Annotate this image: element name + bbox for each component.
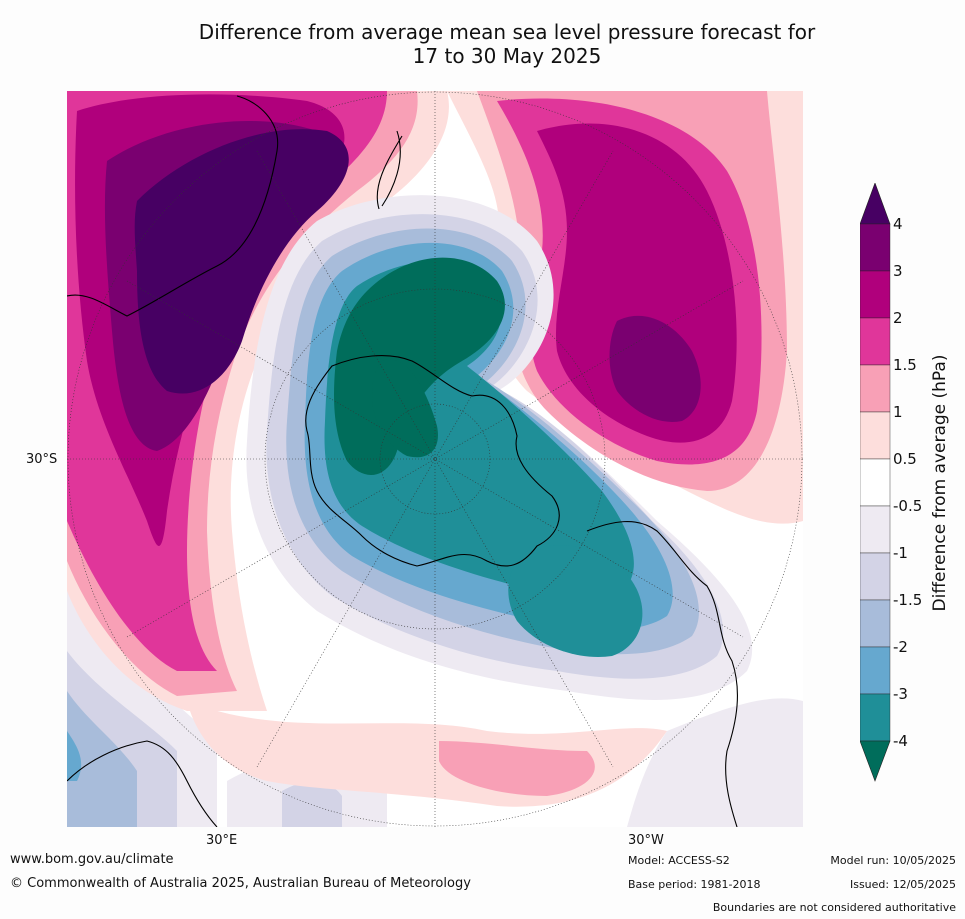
colorbar-label: Difference from average (hPa) — [930, 354, 950, 612]
colorbar-bin-3-4 — [860, 223, 891, 272]
colorbar-under-arrow — [860, 740, 891, 782]
footer-copyright: © Commonwealth of Australia 2025, Austra… — [10, 876, 471, 891]
colorbar-tick: -4 — [893, 732, 908, 750]
colorbar-tick: -3 — [893, 685, 908, 703]
antarctic-low-anomaly — [246, 195, 753, 700]
colorbar-bin-neg-3-4 — [860, 693, 891, 742]
map-title-line-2: 17 to 30 May 2025 — [412, 44, 602, 68]
colorbar-bin-neg-1-1_5 — [860, 552, 891, 601]
colorbar-bin-neg-2-3 — [860, 646, 891, 695]
footer-model: Model: ACCESS-S2 — [628, 854, 730, 867]
anomaly-map — [67, 91, 803, 827]
colorbar-over-arrow — [860, 183, 891, 225]
colorbar-tick: 4 — [893, 215, 903, 233]
colorbar-tick: 3 — [893, 262, 903, 280]
colorbar-bin-neutral — [860, 458, 891, 507]
colorbar-tick: -2 — [893, 638, 908, 656]
colorbar-bin-1-1_5 — [860, 364, 891, 413]
colorbar-bin-neg-0_5-1 — [860, 505, 891, 554]
colorbar-bin-2-3 — [860, 270, 891, 319]
anomaly-map-svg — [67, 91, 803, 827]
colorbar-bin-0_5-1 — [860, 411, 891, 460]
africa-coast — [67, 740, 218, 827]
australia-high-anomaly — [67, 91, 449, 711]
colorbar-tick: -0.5 — [893, 497, 923, 515]
south-america-coast — [586, 520, 738, 827]
map-title-line-1: Difference from average mean sea level p… — [198, 20, 816, 44]
colorbar-tick: -1.5 — [893, 591, 923, 609]
colorbar-tick: 1.5 — [893, 356, 917, 374]
colorbar-bin-neg-1_5-2 — [860, 599, 891, 648]
coastlines — [67, 95, 738, 827]
colorbar-tick: -1 — [893, 544, 908, 562]
new-zealand-coast — [376, 130, 403, 210]
longitude-label-30w: 30°W — [628, 833, 664, 848]
colorbar-tick: 2 — [893, 309, 903, 327]
south-atlantic-positive-anomaly — [187, 701, 667, 807]
footer-issued: Issued: 12/05/2025 — [849, 878, 956, 891]
australia-coast — [67, 95, 279, 317]
colorbar-tick: 0.5 — [893, 450, 917, 468]
footer-disclaimer: Boundaries are not considered authoritat… — [712, 901, 956, 914]
map-title: Difference from average mean sea level p… — [0, 20, 965, 68]
footer-base-period: Base period: 1981-2018 — [628, 878, 761, 891]
latitude-label-30s: 30°S — [26, 452, 58, 467]
graticule — [67, 91, 803, 827]
colorbar — [860, 183, 891, 782]
south-pacific-high-anomaly — [447, 91, 803, 524]
footer-model-run: Model run: 10/05/2025 — [830, 854, 956, 867]
antarctica-coast — [305, 355, 560, 567]
footer-url[interactable]: www.bom.gov.au/climate — [10, 852, 174, 867]
longitude-label-30e: 30°E — [206, 833, 238, 848]
colorbar-tick: 1 — [893, 403, 903, 421]
colorbar-bin-1_5-2 — [860, 317, 891, 366]
